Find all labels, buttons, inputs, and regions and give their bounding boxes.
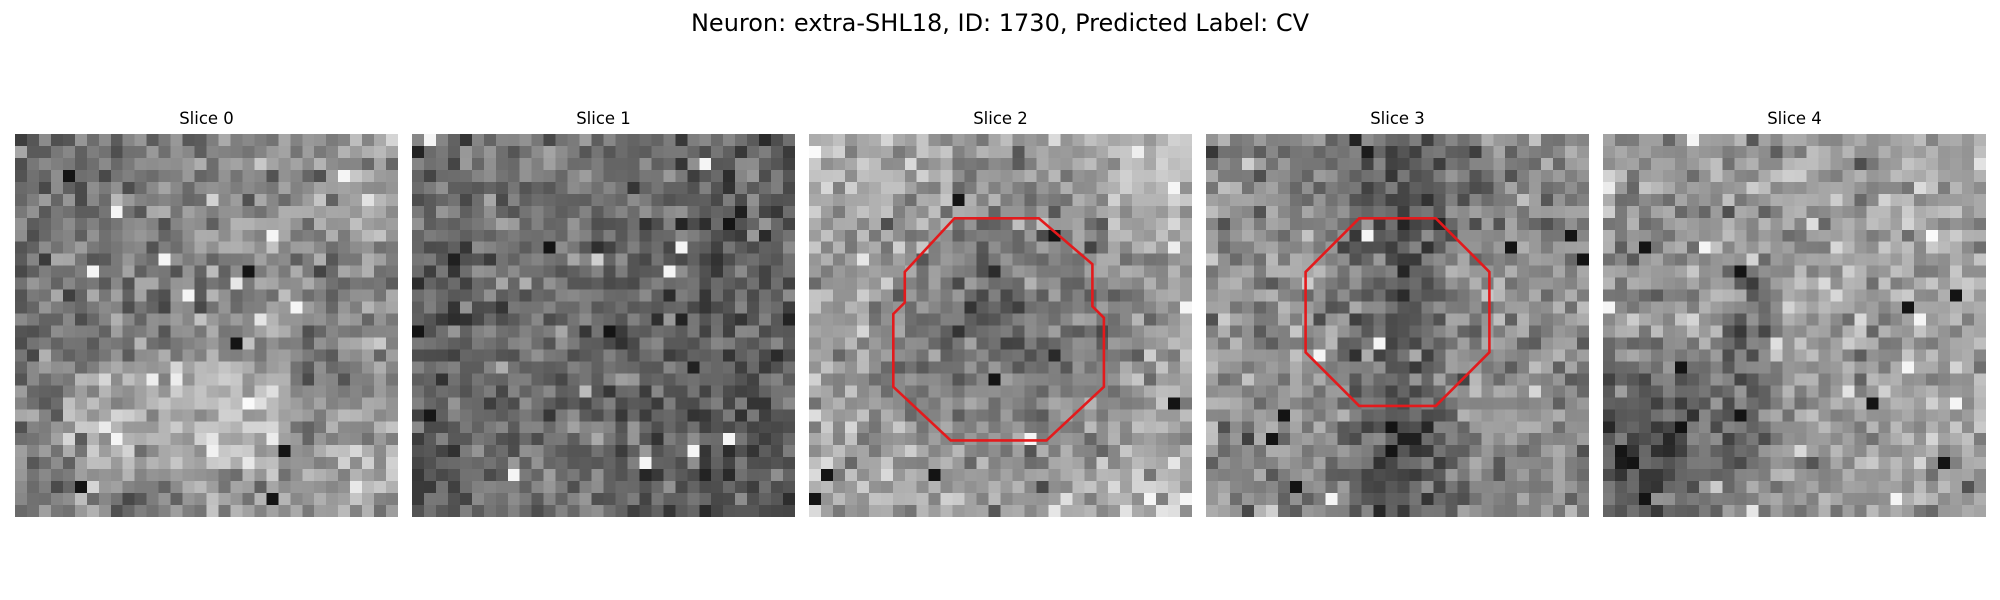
- micrograph-svg: [809, 134, 1192, 517]
- roi-contour: [1304, 217, 1491, 408]
- slice-title: Slice 3: [1370, 109, 1425, 128]
- slice-title: Slice 1: [576, 109, 631, 128]
- micrograph-svg: [1206, 134, 1589, 517]
- slice-image: [1206, 134, 1589, 517]
- slice-image: [809, 134, 1192, 517]
- slice-title: Slice 0: [179, 109, 234, 128]
- slice-title: Slice 2: [973, 109, 1028, 128]
- slice-image: [1603, 134, 1986, 517]
- micrograph-svg: [412, 134, 795, 517]
- micrograph-svg: [15, 134, 398, 517]
- slice-image: [412, 134, 795, 517]
- figure-title: Neuron: extra-SHL18, ID: 1730, Predicted…: [690, 9, 1310, 37]
- slice-title: Slice 4: [1767, 109, 1822, 128]
- roi-contour: [892, 217, 1106, 442]
- slice-image: [15, 134, 398, 517]
- micrograph-svg: [1603, 134, 1986, 517]
